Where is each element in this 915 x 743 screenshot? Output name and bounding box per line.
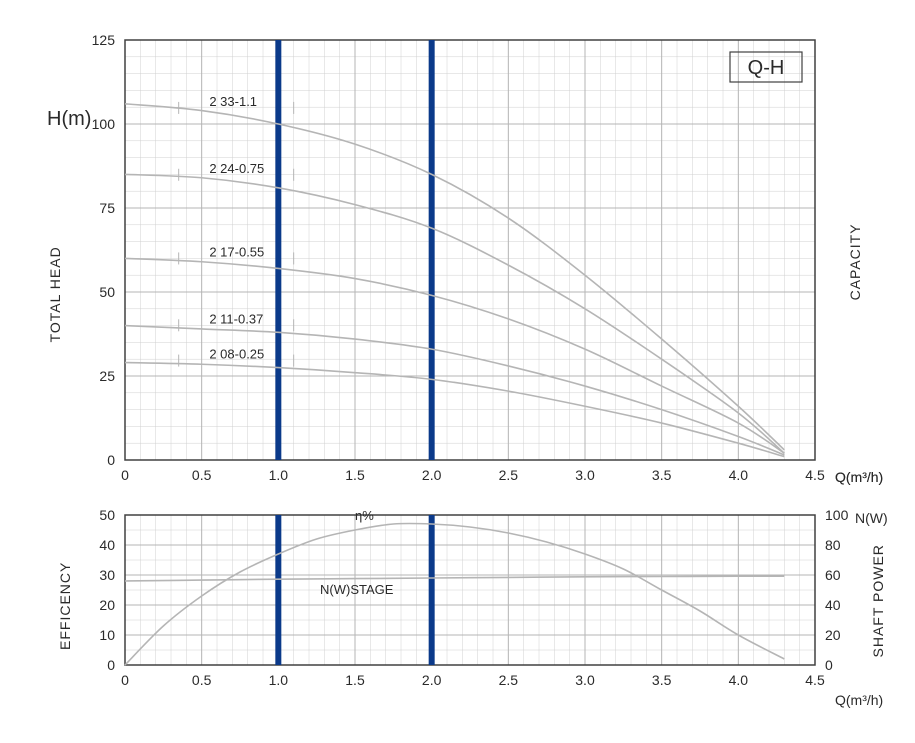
svg-text:1.0: 1.0: [269, 467, 289, 483]
pump-curve-figure: 00.51.01.52.02.53.03.54.04.5025507510012…: [0, 0, 915, 743]
svg-text:0.5: 0.5: [192, 467, 212, 483]
svg-text:2 24-0.75: 2 24-0.75: [209, 161, 264, 176]
svg-text:75: 75: [99, 200, 115, 216]
svg-text:40: 40: [825, 597, 841, 613]
svg-text:0: 0: [107, 452, 115, 468]
svg-text:1.5: 1.5: [345, 672, 365, 688]
svg-text:3.0: 3.0: [575, 672, 595, 688]
svg-text:2.0: 2.0: [422, 467, 442, 483]
svg-text:N(W)STAGE: N(W)STAGE: [320, 582, 394, 597]
svg-text:SHAFT POWER: SHAFT POWER: [870, 544, 886, 657]
svg-text:3.0: 3.0: [575, 467, 595, 483]
svg-text:3.5: 3.5: [652, 467, 672, 483]
svg-text:2.5: 2.5: [499, 467, 519, 483]
svg-text:2 17-0.55: 2 17-0.55: [209, 244, 264, 259]
svg-text:TOTAL HEAD: TOTAL HEAD: [47, 246, 63, 342]
svg-text:4.0: 4.0: [729, 467, 749, 483]
svg-text:Q(m³/h): Q(m³/h): [835, 692, 883, 708]
svg-text:2 08-0.25: 2 08-0.25: [209, 347, 264, 362]
svg-text:0: 0: [107, 657, 115, 673]
svg-text:0: 0: [121, 467, 129, 483]
svg-text:60: 60: [825, 567, 841, 583]
svg-text:100: 100: [92, 116, 116, 132]
svg-text:2 33-1.1: 2 33-1.1: [209, 94, 257, 109]
svg-text:0.5: 0.5: [192, 672, 212, 688]
svg-text:2.5: 2.5: [499, 672, 519, 688]
svg-text:125: 125: [92, 32, 116, 48]
svg-text:20: 20: [825, 627, 841, 643]
svg-text:2 11-0.37: 2 11-0.37: [209, 311, 263, 326]
svg-text:η%: η%: [355, 508, 374, 523]
svg-text:80: 80: [825, 537, 841, 553]
svg-text:20: 20: [99, 597, 115, 613]
svg-text:H(m): H(m): [47, 108, 91, 130]
svg-text:EFFICENCY: EFFICENCY: [57, 562, 73, 650]
svg-text:100: 100: [825, 507, 849, 523]
svg-text:25: 25: [99, 368, 115, 384]
svg-text:10: 10: [99, 627, 115, 643]
svg-text:4.5: 4.5: [805, 467, 825, 483]
svg-text:0: 0: [121, 672, 129, 688]
svg-text:1.5: 1.5: [345, 467, 365, 483]
svg-text:50: 50: [99, 284, 115, 300]
svg-text:40: 40: [99, 537, 115, 553]
svg-text:4.0: 4.0: [729, 672, 749, 688]
svg-text:4.5: 4.5: [805, 672, 825, 688]
svg-text:N(W): N(W): [855, 510, 888, 526]
chart-svg: 00.51.01.52.02.53.03.54.04.5025507510012…: [0, 0, 915, 743]
svg-text:Q(m³/h): Q(m³/h): [835, 469, 883, 485]
svg-text:1.0: 1.0: [269, 672, 289, 688]
svg-text:50: 50: [99, 507, 115, 523]
svg-text:30: 30: [99, 567, 115, 583]
svg-text:3.5: 3.5: [652, 672, 672, 688]
svg-text:CAPACITY: CAPACITY: [847, 223, 863, 300]
svg-text:0: 0: [825, 657, 833, 673]
svg-text:Q-H: Q-H: [748, 57, 785, 79]
svg-text:2.0: 2.0: [422, 672, 442, 688]
